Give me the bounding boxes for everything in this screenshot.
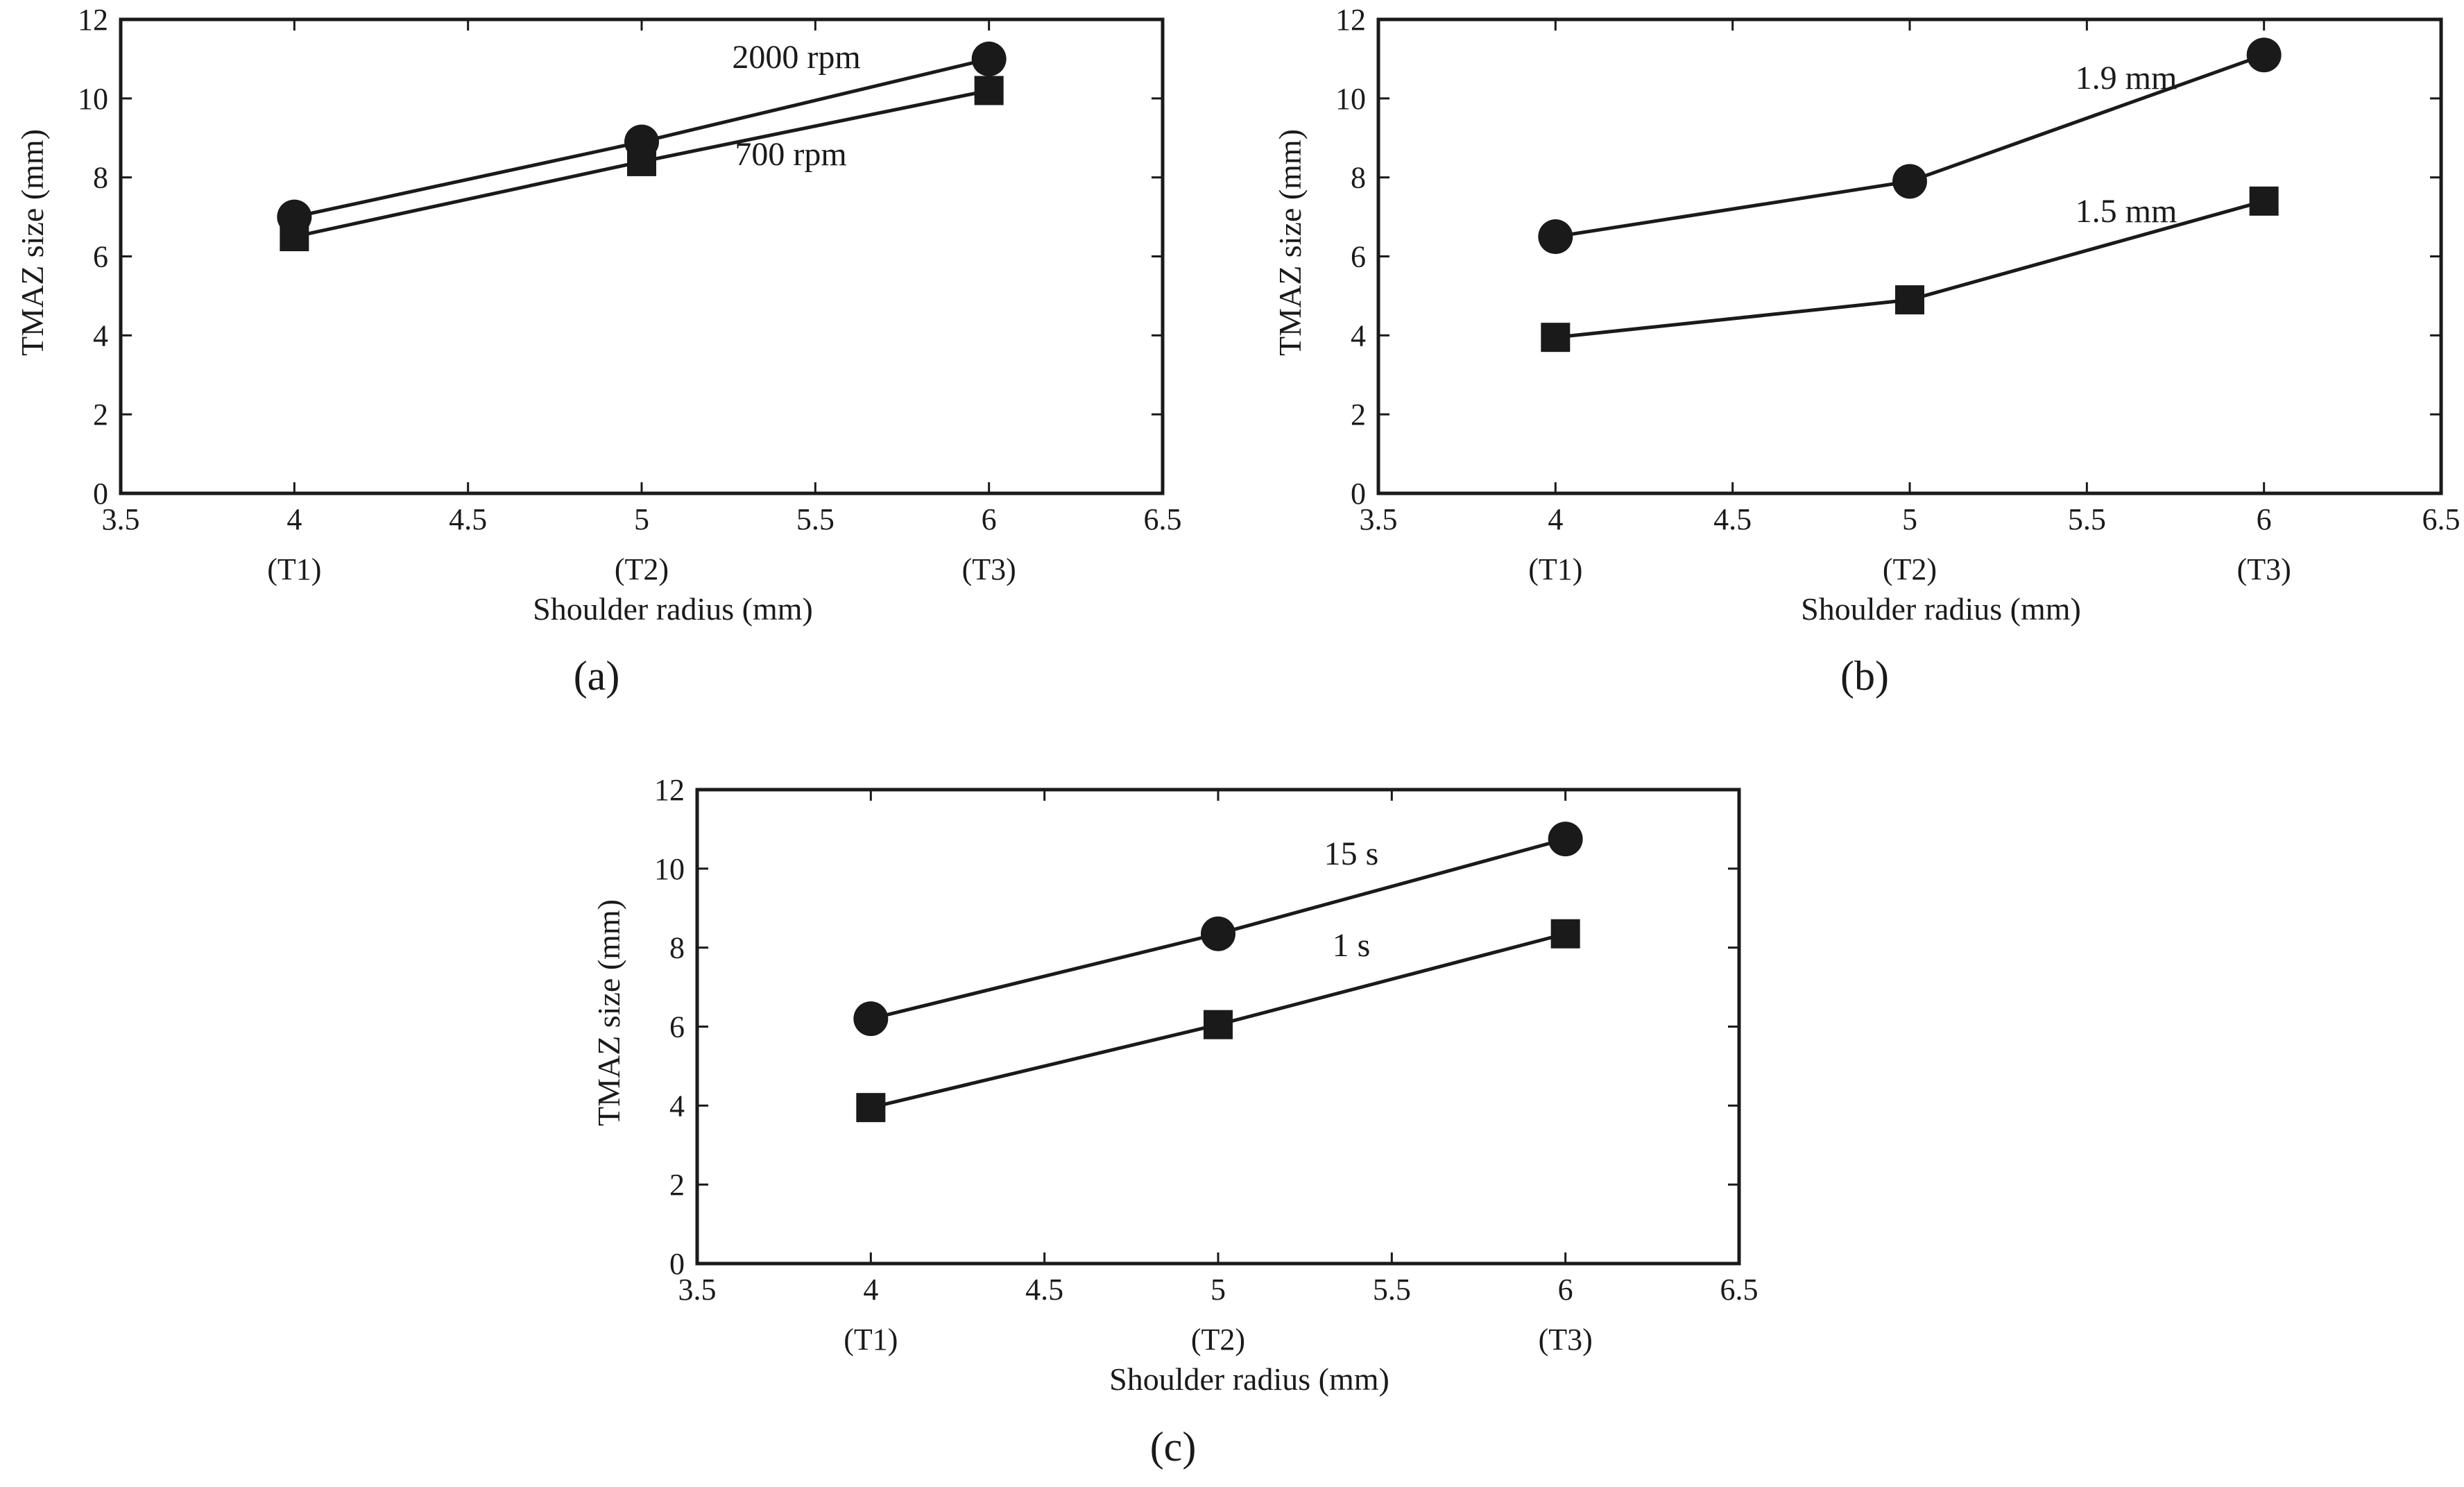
y-axis-label: TMAZ size (mm) — [1272, 129, 1308, 356]
data-point-circle — [853, 1001, 889, 1037]
x-tick-label: 5 — [1902, 502, 1917, 536]
data-point-circle — [971, 41, 1007, 76]
series-label: 700 rpm — [735, 136, 846, 173]
y-tick-label: 0 — [1351, 477, 1366, 511]
x-tick-label: 5 — [634, 502, 649, 536]
y-tick-label: 12 — [78, 3, 108, 37]
x-tick-label: 5.5 — [1373, 1273, 1411, 1307]
y-tick-label: 0 — [93, 477, 108, 511]
x-tick-label: 4 — [286, 502, 302, 536]
x-tick-label: 5 — [1210, 1273, 1226, 1307]
y-tick-label: 2 — [93, 398, 108, 432]
tool-label: (T3) — [2237, 552, 2291, 586]
plot-frame — [1376, 17, 2443, 495]
data-point-square — [1541, 323, 1571, 352]
x-tick-label: 6.5 — [1720, 1273, 1759, 1307]
y-tick-label: 10 — [78, 82, 108, 116]
series-label: 1 s — [1333, 927, 1371, 964]
data-point-square — [1895, 285, 1924, 315]
x-tick-label: 4.5 — [1025, 1273, 1063, 1307]
series-label: 1.9 mm — [2076, 60, 2178, 96]
panel-caption: (c) — [1150, 1424, 1197, 1470]
y-tick-label: 6 — [669, 1010, 685, 1044]
x-tick-label: 4 — [1548, 502, 1563, 536]
y-tick-label: 4 — [1351, 318, 1366, 352]
series-label: 2000 rpm — [732, 39, 860, 76]
chart-panel-b: 3.5 4 4.5 5 5.5 6 6.5 0 2 4 6 8 10 12 (T1) (T2) (T3) Shou… — [1272, 3, 2461, 699]
data-point-circle — [1538, 219, 1573, 255]
data-point-circle — [1548, 822, 1583, 857]
data-point-square — [2249, 186, 2279, 216]
tool-label: (T1) — [844, 1323, 898, 1357]
tool-label: (T3) — [962, 552, 1016, 586]
x-tick-label: 6 — [2257, 502, 2272, 536]
x-axis-label: Shoulder radius (mm) — [1801, 591, 2081, 627]
chart-panel-c: 3.5 4 4.5 5 5.5 6 6.5 0 2 4 6 8 10 12 (T1) (T2) (T3) Shou… — [591, 773, 1759, 1470]
x-axis-label: Shoulder radius (mm) — [533, 591, 813, 627]
series-label: 1.5 mm — [2076, 193, 2178, 230]
chart-panel-a: 3.5 4 4.5 5 5.5 6 6.5 0 2 4 6 8 10 12 (T1) (T2) (T3) Shou… — [15, 3, 1182, 699]
x-tick-label: 6.5 — [2422, 502, 2461, 536]
y-tick-label: 10 — [1335, 82, 1366, 116]
x-tick-label: 5.5 — [796, 502, 835, 536]
data-point-square — [627, 146, 656, 176]
y-tick-label: 10 — [654, 852, 685, 886]
x-tick-label: 5.5 — [2068, 502, 2106, 536]
y-tick-label: 0 — [669, 1247, 685, 1281]
series-label: 15 s — [1324, 835, 1379, 872]
data-point-circle — [2246, 37, 2282, 73]
data-point-square — [1550, 919, 1580, 949]
y-tick-label: 12 — [654, 773, 685, 807]
y-axis-label: TMAZ size (mm) — [15, 129, 50, 356]
y-tick-label: 12 — [1335, 3, 1366, 37]
x-tick-label: 3.5 — [1360, 502, 1398, 536]
y-tick-label: 6 — [93, 240, 108, 274]
tool-label: (T1) — [267, 552, 321, 586]
panel-caption: (a) — [574, 653, 620, 699]
x-tick-label: 4.5 — [1713, 502, 1752, 536]
x-tick-label: 6 — [982, 502, 997, 536]
tool-label: (T2) — [1883, 552, 1937, 586]
x-tick-label: 6.5 — [1144, 502, 1182, 536]
x-tick-label: 3.5 — [102, 502, 140, 536]
data-point-square — [1204, 1010, 1233, 1039]
tool-label: (T2) — [615, 552, 669, 586]
y-tick-label: 6 — [1351, 240, 1366, 274]
y-tick-label: 4 — [669, 1089, 685, 1123]
tool-label: (T2) — [1191, 1323, 1245, 1357]
panel-caption: (b) — [1840, 653, 1889, 699]
x-tick-label: 3.5 — [678, 1273, 717, 1307]
plot-frame — [119, 17, 1165, 495]
x-tick-label: 4 — [863, 1273, 878, 1307]
y-tick-label: 8 — [93, 161, 108, 195]
y-tick-label: 2 — [669, 1168, 685, 1202]
data-point-square — [856, 1093, 886, 1123]
y-axis-label: TMAZ size (mm) — [591, 899, 626, 1126]
y-tick-label: 8 — [1351, 161, 1366, 195]
data-point-circle — [1892, 164, 1927, 199]
tool-label: (T1) — [1528, 552, 1582, 586]
x-axis-label: Shoulder radius (mm) — [1109, 1361, 1389, 1397]
data-point-square — [974, 76, 1004, 105]
tool-label: (T3) — [1539, 1323, 1593, 1357]
y-tick-label: 2 — [1351, 398, 1366, 432]
x-tick-label: 4.5 — [449, 502, 487, 536]
data-point-circle — [1201, 916, 1235, 951]
y-tick-label: 8 — [669, 931, 685, 965]
data-point-square — [280, 222, 309, 252]
x-tick-label: 6 — [1558, 1273, 1573, 1307]
y-tick-label: 4 — [93, 318, 108, 352]
